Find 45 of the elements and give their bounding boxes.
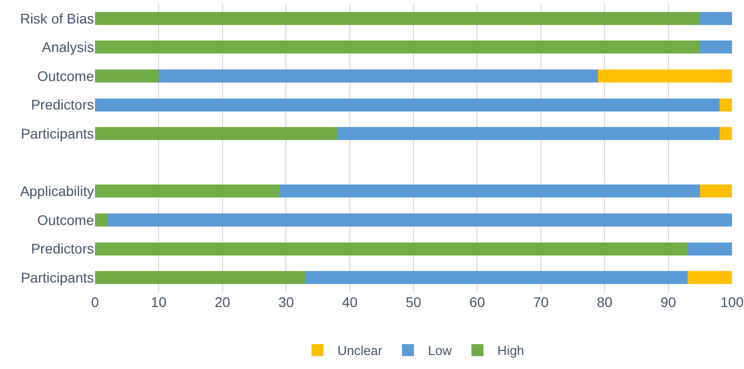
y-tick-label: Predictors	[30, 96, 94, 113]
bar	[95, 214, 108, 226]
bar	[700, 40, 732, 54]
legend-label: High	[497, 343, 524, 358]
bar	[95, 70, 159, 82]
bar	[95, 184, 280, 198]
y-tick-label: Outcome	[37, 212, 94, 228]
bar	[700, 12, 732, 25]
bar	[719, 98, 732, 112]
bar	[687, 242, 732, 256]
legend-label: Low	[428, 343, 452, 358]
bar	[95, 271, 306, 284]
legend-label: Unclear	[338, 343, 383, 358]
bar	[598, 70, 732, 82]
x-tick-label: 70	[533, 294, 549, 310]
y-tick-label: Risk of Bias	[20, 10, 94, 26]
y-tick-label: Participants	[20, 270, 94, 286]
bar	[158, 70, 598, 82]
x-tick-label: 20	[214, 294, 230, 310]
y-tick-label: Predictors	[30, 240, 94, 257]
bar	[95, 98, 720, 112]
y-tick-label: Applicability	[20, 183, 94, 200]
bar	[305, 271, 688, 284]
y-tick-label: Outcome	[37, 68, 94, 84]
x-tick-label: 10	[150, 294, 167, 310]
bar	[108, 214, 732, 226]
x-tick-label: 50	[406, 294, 422, 310]
x-tick-label: 40	[342, 294, 358, 310]
bar	[337, 127, 720, 140]
bar	[280, 184, 700, 198]
bar	[95, 127, 338, 140]
bar	[95, 40, 700, 54]
y-tick-label: Analysis	[42, 39, 94, 56]
x-tick-label: 30	[278, 294, 294, 310]
x-tick-label: 90	[660, 294, 676, 310]
bar	[687, 271, 732, 284]
y-tick-label: Participants	[20, 126, 94, 142]
x-tick-label: 0	[91, 294, 100, 310]
x-tick-label: 100	[720, 294, 744, 310]
bar	[700, 184, 732, 198]
bar	[719, 127, 732, 140]
x-tick-label: 80	[596, 294, 613, 310]
x-tick-label: 60	[469, 294, 486, 310]
bar	[95, 12, 700, 25]
bar	[95, 242, 688, 256]
